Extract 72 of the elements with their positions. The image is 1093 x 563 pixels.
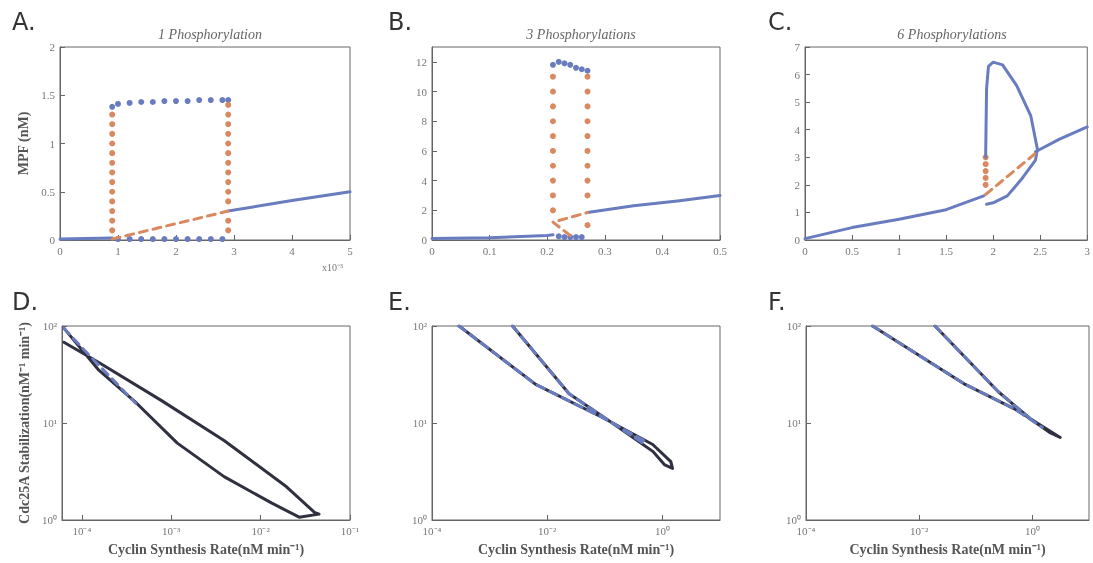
x-tick-label: 0.2 <box>540 244 555 257</box>
y-tick-label: 10⁰ <box>786 514 801 526</box>
text: B. <box>388 8 413 36</box>
y-tick-label: 3 <box>794 151 801 164</box>
x-tick-label: 1 <box>896 244 902 257</box>
chart-title: 1 Phosphorylation <box>158 26 262 42</box>
y-tick-label: 7 <box>794 41 801 53</box>
y-tick-label: 10⁰ <box>42 514 57 526</box>
y-tick-label: 10² <box>412 320 428 332</box>
y-tick-label: 2 <box>49 41 55 53</box>
y-tick-label: 6 <box>794 68 801 81</box>
x-tick-label: 2 <box>990 244 996 257</box>
x-tick-label: 10⁰ <box>654 524 670 537</box>
x-tick-label: 4 <box>289 244 296 257</box>
x-tick-label: 0.5 <box>713 244 728 257</box>
y-tick-label: 10² <box>42 320 58 332</box>
text: E. <box>388 288 411 316</box>
x-tick-label: 10⁻⁴ <box>422 524 442 537</box>
y-tick-label: 4 <box>794 123 801 136</box>
y-tick-label: 10² <box>786 320 802 332</box>
text: A. <box>12 8 36 36</box>
x-axis-title: Cyclin Synthesis Rate(nM min⁻¹) <box>849 541 1046 558</box>
y-tick-label: 10¹ <box>42 417 57 429</box>
y-tick-label: 1 <box>49 137 55 150</box>
y-tick-label: 6 <box>421 144 428 157</box>
x-tick-label: 10⁻⁴ <box>796 524 816 537</box>
y-tick-label: 12 <box>416 55 427 68</box>
x-tick-label: 3 <box>1084 244 1091 257</box>
y-tick-label: 4 <box>421 174 428 187</box>
y-tick-label: 2 <box>421 204 427 217</box>
y-tick-label: 8 <box>421 115 428 128</box>
y-tick-label: 10¹ <box>412 417 427 429</box>
x-tick-label: 10⁻³ <box>162 524 182 537</box>
chart-title: 3 Phosphorylations <box>525 26 637 42</box>
x-tick-label: 1.5 <box>939 244 954 257</box>
y-axis-title: Cdc25A Stabilization(nM⁻¹ min⁻¹) <box>16 321 33 524</box>
x-tick-label: 5 <box>347 244 354 257</box>
y-tick-label: 0 <box>421 234 428 246</box>
x-tick-label: 0.4 <box>655 244 670 257</box>
x-tick-label: 2 <box>173 244 179 257</box>
x-tick-label: 1 <box>115 244 121 257</box>
x-tick-label: 0 <box>429 244 436 257</box>
y-tick-label: 0 <box>49 234 56 246</box>
x-tick-label: 0.5 <box>845 244 860 257</box>
y-tick-label: 0 <box>794 234 801 246</box>
y-axis-title: MPF (nM) <box>15 111 32 176</box>
x-tick-label: 10⁰ <box>1024 524 1040 537</box>
x-tick-label: 0 <box>802 244 809 257</box>
x-tick-label: 0.3 <box>597 244 613 257</box>
text: F. <box>768 288 786 316</box>
text: x10⁻³ <box>322 261 343 273</box>
text: C. <box>768 8 793 36</box>
y-tick-label: 0.5 <box>41 185 56 198</box>
x-axis-title: Cyclin Synthesis Rate(nM min⁻¹) <box>477 541 675 558</box>
text: D. <box>12 288 39 316</box>
x-tick-label: 10⁻² <box>538 524 558 537</box>
y-tick-label: 2 <box>794 178 800 191</box>
x-tick-label: 10⁻¹ <box>340 524 360 537</box>
x-axis-title: Cyclin Synthesis Rate(nM min⁻¹) <box>107 541 305 558</box>
y-tick-label: 10⁰ <box>412 514 427 526</box>
x-tick-label: 2.5 <box>1033 244 1048 257</box>
y-tick-label: 10¹ <box>786 417 801 429</box>
x-tick-label: 10⁻² <box>251 524 271 537</box>
y-tick-label: 1 <box>794 206 800 219</box>
x-tick-label: 10⁻² <box>910 524 930 537</box>
chart-title: 6 Phosphorylations <box>897 26 1008 42</box>
y-tick-label: 1.5 <box>41 89 56 102</box>
y-tick-label: 10 <box>416 85 428 98</box>
x-tick-label: 3 <box>231 244 238 257</box>
y-tick-label: 5 <box>794 96 801 109</box>
x-tick-label: 0.1 <box>482 244 497 257</box>
x-tick-label: 10⁻⁴ <box>72 524 92 537</box>
